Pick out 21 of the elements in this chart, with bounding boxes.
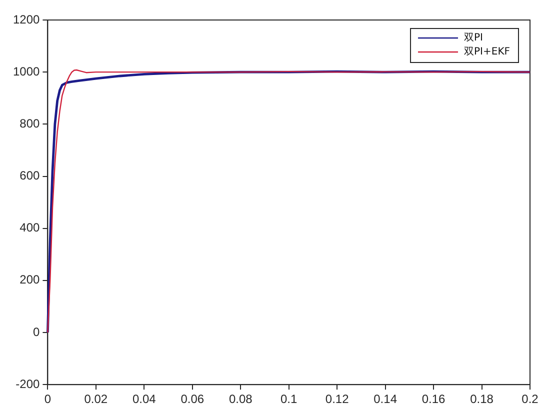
x-tick-label: 0.1: [280, 392, 298, 406]
x-tick-label: 0.14: [374, 392, 398, 406]
x-tick-label: 0.06: [180, 392, 204, 406]
x-tick-label: 0.02: [84, 392, 108, 406]
y-tick-label: 800: [20, 116, 40, 130]
x-tick-label: 0.16: [422, 392, 446, 406]
x-tick-label: 0.04: [132, 392, 156, 406]
y-tick-label: 600: [20, 168, 40, 183]
x-tick-label: 0.2: [522, 392, 539, 406]
y-tick-label: 400: [20, 220, 40, 235]
legend-label: 双PI: [464, 32, 483, 44]
x-tick-label: 0.08: [228, 392, 253, 406]
x-tick-label: 0.18: [470, 392, 494, 406]
y-tick-label: 1000: [12, 64, 40, 78]
y-tick-label: 200: [20, 272, 40, 287]
x-tick-label: 0.12: [325, 392, 350, 406]
y-tick-label: -200: [16, 376, 40, 391]
y-tick-label: 1200: [12, 12, 40, 26]
y-tick-label: 0: [33, 324, 40, 339]
legend-label: 双PI+EKF: [464, 46, 510, 58]
x-tick-label: 0: [44, 392, 52, 406]
